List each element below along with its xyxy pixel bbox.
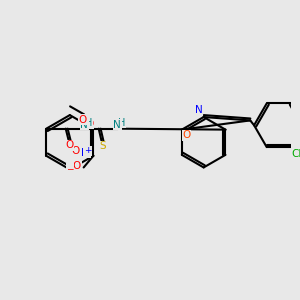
Text: O: O bbox=[78, 115, 87, 125]
Text: N: N bbox=[80, 120, 88, 130]
Text: O: O bbox=[182, 130, 191, 140]
Text: +: + bbox=[84, 146, 91, 155]
Text: N: N bbox=[113, 120, 121, 130]
Text: H: H bbox=[85, 118, 93, 128]
Text: −: − bbox=[66, 164, 74, 173]
Text: N: N bbox=[195, 105, 203, 115]
Text: O: O bbox=[72, 146, 80, 156]
Text: S: S bbox=[99, 141, 106, 151]
Text: O: O bbox=[73, 160, 81, 170]
Text: O: O bbox=[65, 140, 74, 150]
Text: O: O bbox=[85, 119, 94, 129]
Text: H: H bbox=[118, 118, 126, 128]
Text: N: N bbox=[81, 148, 90, 158]
Text: Cl: Cl bbox=[292, 149, 300, 159]
